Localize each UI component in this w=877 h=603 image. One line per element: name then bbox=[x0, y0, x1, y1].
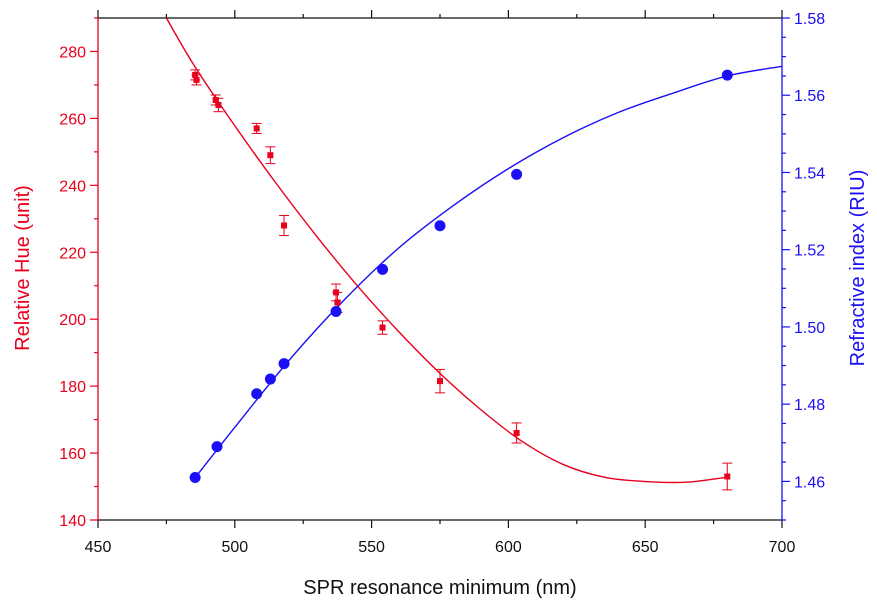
hue-data-point bbox=[251, 122, 262, 134]
refractive-index-point bbox=[511, 168, 523, 180]
hue-data-point bbox=[213, 97, 224, 113]
left-tick-label: 240 bbox=[59, 178, 86, 195]
x-tick-label: 650 bbox=[632, 539, 659, 556]
x-tick-label: 550 bbox=[358, 539, 385, 556]
x-tick-label: 450 bbox=[85, 539, 112, 556]
chart-marks bbox=[165, 18, 782, 491]
right-axis-label: Refractive index (RIU) bbox=[847, 170, 869, 367]
x-tick-label: 700 bbox=[769, 539, 796, 556]
left-tick-label: 140 bbox=[59, 513, 86, 530]
axis-ticks: 450 500 550 600 650 700 140 160 180 200 220 240 260 2… bbox=[59, 10, 825, 556]
hue-data-point bbox=[191, 74, 202, 86]
refractive-index-point bbox=[251, 388, 263, 400]
left-tick-label: 200 bbox=[59, 312, 86, 329]
refractive-index-point bbox=[721, 69, 733, 81]
refractive-index-point bbox=[434, 220, 446, 232]
refractive-index-point bbox=[330, 305, 342, 317]
refractive-index-point bbox=[377, 263, 389, 275]
refractive-index-point bbox=[264, 373, 276, 385]
x-tick-label: 600 bbox=[495, 539, 522, 556]
hue-marker bbox=[379, 324, 386, 331]
left-tick-label: 160 bbox=[59, 446, 86, 463]
hue-marker bbox=[212, 96, 219, 103]
hue-marker bbox=[215, 102, 222, 109]
left-tick-label: 280 bbox=[59, 44, 86, 61]
right-tick-label: 1.54 bbox=[794, 165, 825, 182]
hue-marker bbox=[267, 152, 274, 159]
left-tick-label: 260 bbox=[59, 111, 86, 128]
hue-data-point bbox=[279, 214, 290, 237]
hue-marker bbox=[513, 429, 520, 436]
left-tick-label: 220 bbox=[59, 245, 86, 262]
refractive-index-point bbox=[211, 441, 223, 453]
right-tick-label: 1.48 bbox=[794, 397, 825, 414]
hue-marker bbox=[437, 378, 443, 385]
refractive-index-point bbox=[189, 472, 201, 484]
hue-data-point bbox=[435, 368, 445, 394]
right-tick-label: 1.50 bbox=[794, 320, 825, 337]
right-tick-label: 1.58 bbox=[794, 11, 825, 28]
hue-marker bbox=[281, 222, 288, 229]
hue-marker bbox=[253, 125, 260, 132]
hue-marker bbox=[724, 473, 731, 480]
left-axis-label: Relative Hue (unit) bbox=[12, 185, 34, 351]
x-axis-label: SPR resonance minimum (nm) bbox=[303, 577, 576, 599]
right-tick-label: 1.56 bbox=[794, 88, 825, 105]
right-tick-label: 1.52 bbox=[794, 243, 825, 260]
hue-data-point bbox=[377, 320, 388, 335]
right-tick-label: 1.46 bbox=[794, 474, 825, 491]
refractive-index-fit-line bbox=[193, 65, 782, 480]
hue-fit-line bbox=[165, 18, 728, 484]
hue-data-point bbox=[265, 146, 276, 165]
left-tick-label: 180 bbox=[59, 379, 86, 396]
hue-marker bbox=[193, 76, 200, 83]
x-tick-label: 500 bbox=[221, 539, 248, 556]
refractive-index-point bbox=[278, 358, 290, 370]
hue-marker bbox=[334, 299, 341, 306]
hue-data-point bbox=[511, 422, 522, 444]
plot-frame bbox=[97, 17, 783, 521]
hue-data-point bbox=[722, 462, 733, 491]
